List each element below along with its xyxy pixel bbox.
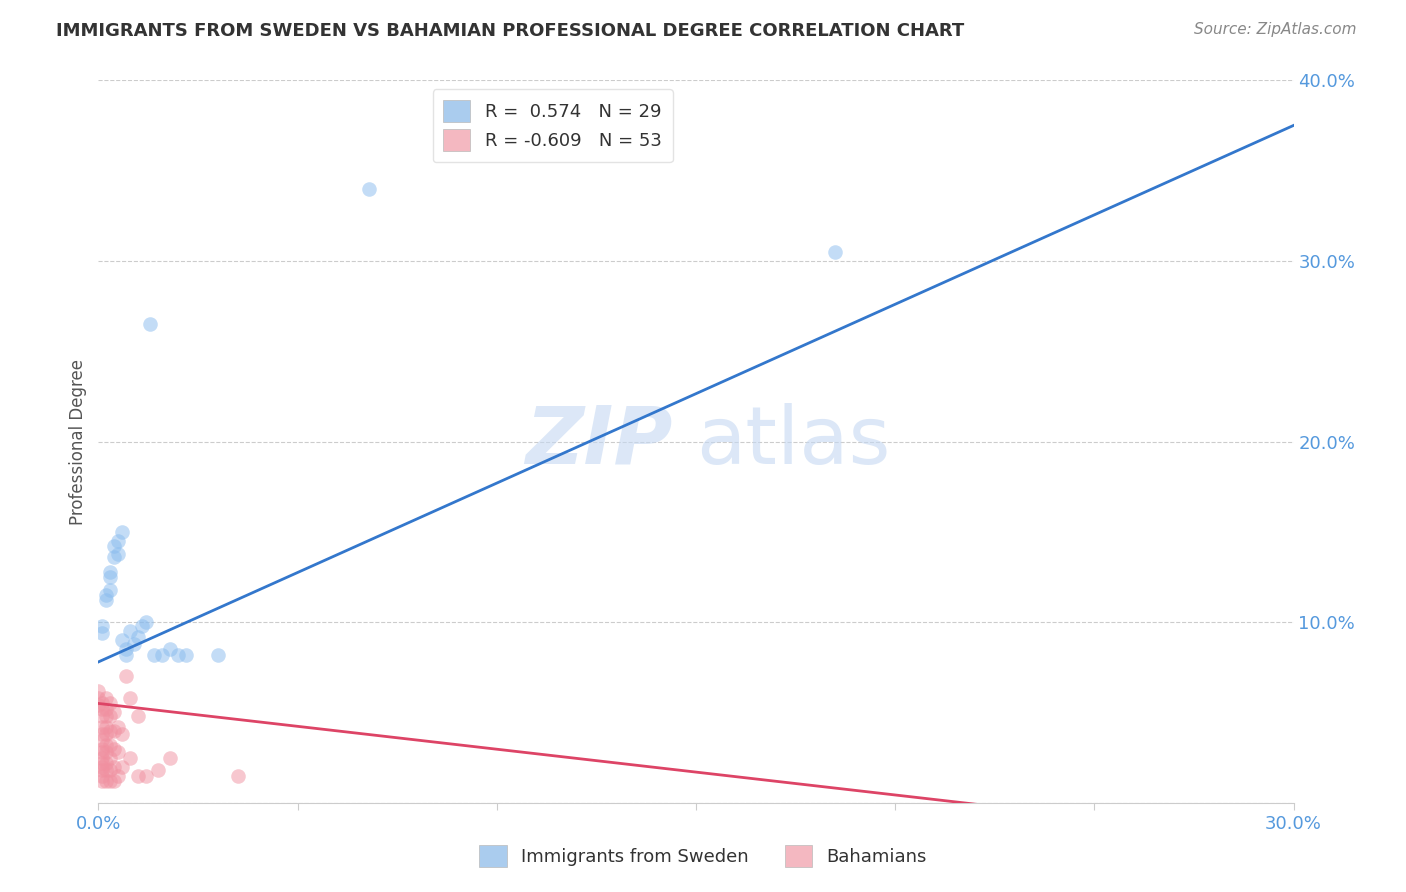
Point bbox=[96, 720, 118, 734]
Point bbox=[87, 683, 110, 698]
Point bbox=[91, 769, 114, 783]
Point bbox=[127, 769, 149, 783]
Point bbox=[91, 774, 114, 789]
Point bbox=[98, 774, 122, 789]
Text: ZIP: ZIP bbox=[524, 402, 672, 481]
Point bbox=[96, 593, 118, 607]
Point bbox=[91, 619, 114, 633]
Point bbox=[91, 709, 114, 723]
Point bbox=[107, 720, 129, 734]
Point bbox=[96, 745, 118, 759]
Point bbox=[115, 648, 138, 662]
Point bbox=[103, 550, 125, 565]
Point bbox=[107, 745, 129, 759]
Point bbox=[98, 582, 122, 597]
Point bbox=[87, 698, 110, 713]
Point bbox=[111, 727, 134, 741]
Point bbox=[127, 630, 149, 644]
Point bbox=[96, 691, 118, 706]
Y-axis label: Professional Degree: Professional Degree bbox=[69, 359, 87, 524]
Point bbox=[135, 769, 157, 783]
Point bbox=[120, 750, 142, 764]
Text: IMMIGRANTS FROM SWEDEN VS BAHAMIAN PROFESSIONAL DEGREE CORRELATION CHART: IMMIGRANTS FROM SWEDEN VS BAHAMIAN PROFE… bbox=[56, 22, 965, 40]
Point bbox=[98, 709, 122, 723]
Point bbox=[98, 697, 122, 711]
Point bbox=[96, 738, 118, 752]
Point bbox=[91, 745, 114, 759]
Point bbox=[96, 727, 118, 741]
Point bbox=[96, 764, 118, 778]
Point bbox=[824, 244, 846, 259]
Point bbox=[226, 769, 249, 783]
Legend: Immigrants from Sweden, Bahamians: Immigrants from Sweden, Bahamians bbox=[472, 838, 934, 874]
Point bbox=[111, 524, 134, 539]
Point bbox=[120, 624, 142, 639]
Point bbox=[91, 760, 114, 774]
Point bbox=[167, 648, 190, 662]
Point bbox=[98, 750, 122, 764]
Point bbox=[91, 756, 114, 770]
Point bbox=[96, 756, 118, 770]
Point bbox=[103, 706, 125, 720]
Point bbox=[150, 648, 173, 662]
Point bbox=[127, 709, 149, 723]
Point bbox=[98, 764, 122, 778]
Point bbox=[91, 750, 114, 764]
Point bbox=[96, 709, 118, 723]
Point bbox=[107, 533, 129, 548]
Point bbox=[91, 720, 114, 734]
Point bbox=[91, 732, 114, 747]
Point bbox=[91, 741, 114, 756]
Point bbox=[103, 741, 125, 756]
Point bbox=[135, 615, 157, 630]
Text: Source: ZipAtlas.com: Source: ZipAtlas.com bbox=[1194, 22, 1357, 37]
Point bbox=[111, 760, 134, 774]
Point bbox=[107, 547, 129, 561]
Point bbox=[124, 637, 146, 651]
Legend: R =  0.574   N = 29, R = -0.609   N = 53: R = 0.574 N = 29, R = -0.609 N = 53 bbox=[433, 89, 672, 162]
Point bbox=[159, 750, 181, 764]
Point bbox=[91, 702, 114, 716]
Point bbox=[111, 633, 134, 648]
Point bbox=[139, 317, 162, 331]
Point bbox=[103, 760, 125, 774]
Point bbox=[207, 648, 229, 662]
Point bbox=[91, 697, 114, 711]
Point bbox=[120, 691, 142, 706]
Point bbox=[96, 588, 118, 602]
Point bbox=[98, 570, 122, 584]
Point bbox=[98, 738, 122, 752]
Point bbox=[96, 774, 118, 789]
Point bbox=[91, 764, 114, 778]
Point bbox=[96, 702, 118, 716]
Point bbox=[103, 723, 125, 738]
Point bbox=[159, 642, 181, 657]
Point bbox=[131, 619, 153, 633]
Point bbox=[148, 764, 170, 778]
Point bbox=[174, 648, 197, 662]
Point bbox=[115, 669, 138, 683]
Point bbox=[115, 642, 138, 657]
Point bbox=[98, 565, 122, 579]
Point bbox=[103, 774, 125, 789]
Point bbox=[91, 727, 114, 741]
Point bbox=[359, 182, 381, 196]
Point bbox=[91, 626, 114, 640]
Point bbox=[107, 769, 129, 783]
Point bbox=[103, 539, 125, 553]
Point bbox=[87, 691, 110, 706]
Point bbox=[143, 648, 166, 662]
Point bbox=[98, 723, 122, 738]
Text: atlas: atlas bbox=[696, 402, 890, 481]
